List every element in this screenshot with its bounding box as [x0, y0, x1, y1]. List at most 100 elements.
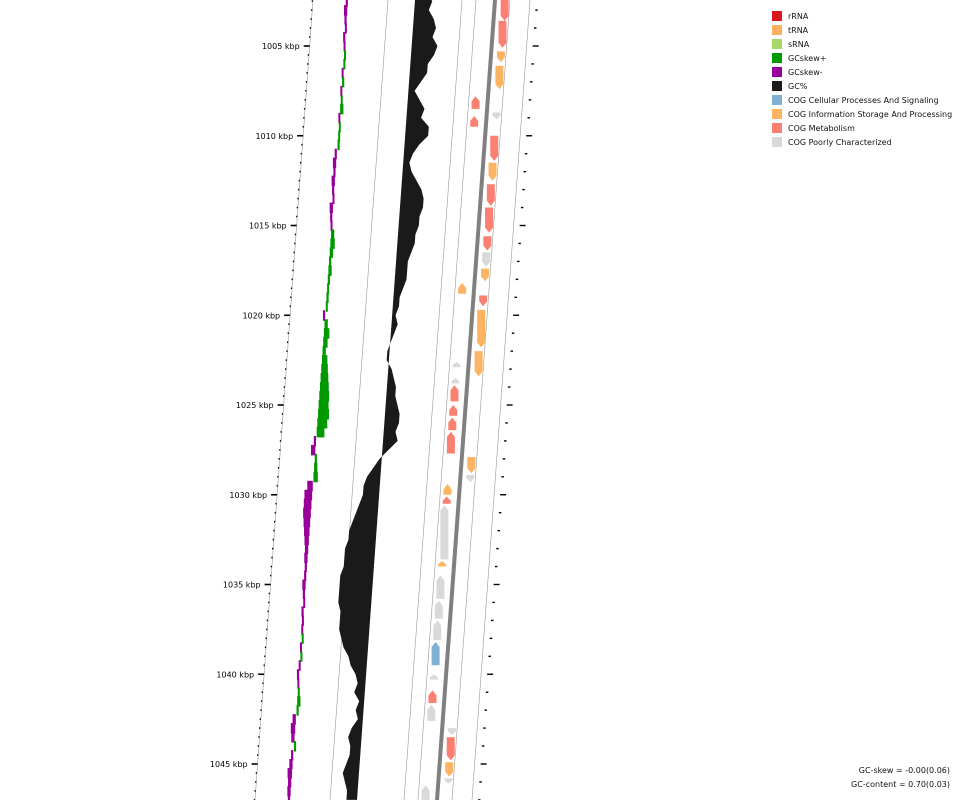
legend-label: COG Metabolism — [788, 123, 855, 133]
gc-skew-bar — [297, 687, 300, 698]
ruler-tick-label: 1040 kbp — [216, 670, 254, 679]
ruler-tick-label: 1005 kbp — [262, 42, 300, 51]
gene-feature-arrow — [446, 737, 455, 761]
gc-skew-bar — [325, 301, 328, 312]
gc-skew-bar — [303, 597, 306, 608]
gc-skew-bar — [338, 121, 341, 133]
gc-skew-bar — [340, 85, 343, 97]
gc-skew-bar — [343, 32, 346, 43]
gene-feature-arrow — [450, 385, 459, 402]
ruler-tick-label: 1035 kbp — [223, 581, 261, 590]
gene-feature-arrow — [449, 405, 458, 416]
gc-skew-bar — [329, 202, 333, 214]
legend-label: GCskew- — [788, 67, 823, 77]
gc-skew-bar — [304, 570, 307, 582]
legend-item-cog-poorly: COG Poorly Characterized — [772, 135, 952, 149]
gc-skew-bar — [304, 525, 310, 537]
gc-skew-bar — [327, 283, 330, 294]
legend-swatch — [772, 123, 782, 133]
gc-skew-bar — [341, 67, 344, 79]
gc-skew-bar — [313, 471, 318, 483]
gc-skew-bar — [340, 94, 343, 106]
gene-feature-arrow — [452, 361, 461, 368]
gc-skew-bar — [317, 417, 328, 429]
gene-feature-arrow — [488, 162, 497, 181]
ring-line — [403, 0, 463, 800]
gc-skew-bar — [332, 157, 337, 169]
backbone-track — [435, 0, 497, 800]
legend-label: sRNA — [788, 39, 810, 49]
gc-skew-bar — [330, 220, 333, 231]
legend-item-cog-metabolism: COG Metabolism — [772, 121, 952, 135]
legend-swatch — [772, 67, 782, 77]
gc-skew-bar — [287, 785, 291, 797]
gc-skew-bar — [329, 247, 333, 258]
gc-skew-bar — [298, 660, 301, 671]
gc-skew-bar — [332, 184, 335, 196]
legend-label: COG Poorly Characterized — [788, 137, 892, 147]
gc-skew-bar — [304, 552, 308, 564]
gc-skew-bar — [321, 364, 328, 375]
legend-label: COG Cellular Processes And Signaling — [788, 95, 939, 105]
legend-item-cog-cellular: COG Cellular Processes And Signaling — [772, 93, 952, 107]
gc-content-track — [338, 0, 438, 800]
gc-skew-bar — [310, 444, 316, 456]
gc-skew-bar — [338, 130, 341, 142]
legend-label: rRNA — [788, 11, 809, 21]
ring-line — [329, 0, 389, 800]
gene-feature-arrow — [444, 778, 453, 784]
legend-label: GC% — [788, 81, 808, 91]
gc-skew-bar — [321, 355, 328, 366]
gene-feature-arrow — [467, 457, 476, 474]
gc-skew-bar — [316, 426, 325, 438]
gc-skew-bar — [323, 328, 330, 339]
gene-feature-arrow — [448, 417, 457, 431]
gc-skew-bar — [304, 489, 313, 501]
gene-feature-arrow — [470, 116, 479, 127]
legend-swatch — [772, 53, 782, 63]
gene-feature-arrow — [445, 762, 454, 777]
ring-line — [451, 0, 511, 800]
ruler-track: 1005 kbp 1010 kbp 1015 kbp 1020 kbp 1025 kbp… — [210, 0, 539, 800]
gene-feature-arrow — [438, 561, 447, 567]
legend-label: tRNA — [788, 25, 809, 35]
gc-skew-bar — [303, 498, 312, 510]
gc-skew-bar — [344, 49, 347, 61]
gc-skew-bar — [303, 516, 311, 528]
gene-feature-arrow — [433, 620, 442, 641]
gene-feature-arrow — [458, 282, 467, 294]
gc-skew-bar — [327, 274, 330, 285]
gene-feature-arrow — [429, 674, 438, 680]
gc-skew-bar — [323, 337, 328, 348]
gc-skew-bar — [304, 561, 307, 573]
gc-skew-bar — [344, 14, 347, 25]
gene-feature-arrow — [492, 112, 501, 120]
gc-skew-bar — [329, 256, 332, 267]
gc-skew-bar — [331, 229, 335, 240]
gc-skew-bar — [322, 310, 326, 321]
gene-feature-arrow — [442, 496, 451, 504]
gc-skew-bar — [334, 148, 337, 160]
gc-skew-bar — [301, 624, 304, 635]
gene-feature-arrow — [434, 600, 443, 619]
gc-skew-bar — [320, 373, 329, 384]
gene-feature-arrow — [481, 268, 490, 282]
gene-feature-arrow — [428, 690, 437, 703]
gene-feature-arrow — [421, 785, 430, 800]
gc-skew-bar — [290, 723, 296, 734]
gc-skew-bar — [319, 382, 329, 393]
gc-skew-bar — [307, 480, 313, 492]
gene-feature-arrow — [498, 20, 507, 48]
legend-item-gcskew-minus: GCskew- — [772, 65, 952, 79]
gc-skew-track — [287, 0, 348, 800]
legend-label: COG Information Storage And Processing — [788, 109, 953, 119]
ring-line — [254, 0, 314, 800]
gene-feature-arrow — [486, 184, 495, 206]
gc-skew-bar — [301, 633, 304, 644]
gene-feature-arrow — [483, 236, 492, 251]
legend-swatch — [772, 25, 782, 35]
legend-item-srna: sRNA — [772, 37, 952, 51]
gene-feature-arrow — [500, 0, 509, 21]
ruler-tick-label: 1015 kbp — [249, 222, 287, 231]
